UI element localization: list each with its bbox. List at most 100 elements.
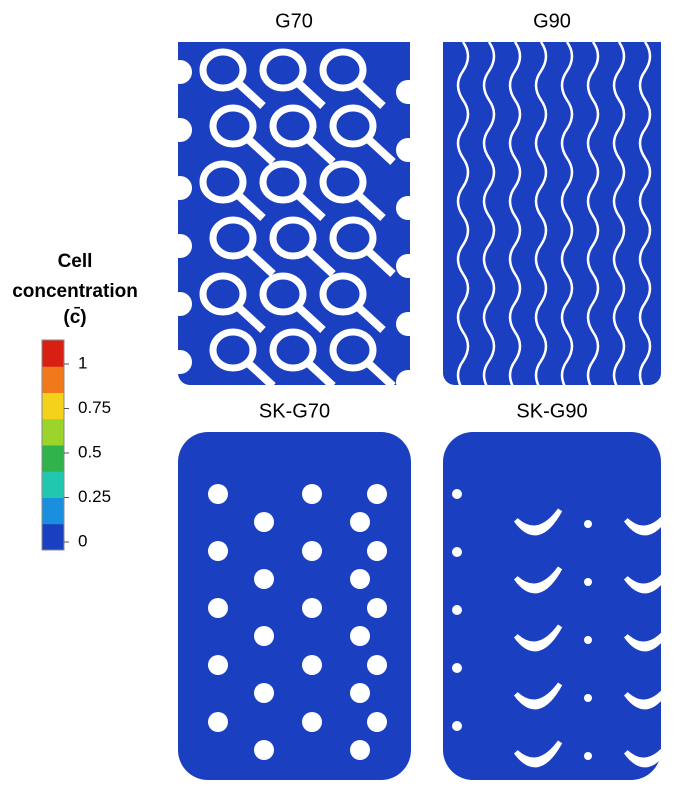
strut	[254, 683, 274, 703]
strut	[304, 247, 336, 277]
strut	[584, 520, 592, 528]
strut	[209, 104, 257, 148]
strut	[234, 191, 266, 221]
strut	[269, 216, 317, 260]
strut	[364, 135, 396, 165]
colorbar-tick-label: 0.5	[78, 442, 102, 461]
strut	[244, 359, 276, 385]
strut	[294, 191, 326, 221]
strut	[244, 135, 276, 165]
colorbar-title: Cell	[58, 251, 93, 272]
strut	[178, 350, 192, 374]
strut	[396, 138, 410, 162]
contour-band	[443, 42, 661, 385]
strut	[302, 712, 322, 732]
strut	[452, 721, 462, 731]
strut	[259, 272, 307, 316]
strut	[482, 42, 496, 385]
strut	[364, 247, 396, 277]
strut	[254, 740, 274, 760]
strut	[254, 512, 274, 532]
strut	[234, 79, 266, 109]
colorbar-tick-label: 1	[78, 353, 87, 372]
strut	[234, 303, 266, 333]
strut	[304, 359, 336, 385]
strut	[208, 484, 228, 504]
strut	[367, 655, 387, 675]
strut	[302, 598, 322, 618]
strut	[623, 632, 661, 652]
panel-title: G70	[275, 10, 313, 32]
strut	[612, 42, 626, 385]
strut	[319, 48, 367, 92]
strut	[354, 303, 386, 333]
strut	[513, 682, 563, 710]
contour-panel	[178, 432, 411, 780]
strut	[452, 605, 462, 615]
strut	[508, 42, 522, 385]
strut	[354, 79, 386, 109]
strut	[350, 512, 370, 532]
strut	[302, 541, 322, 561]
strut	[302, 484, 322, 504]
panel-title: G90	[533, 10, 571, 32]
colorbar-tick-label: 0	[78, 531, 87, 550]
strut	[302, 655, 322, 675]
strut	[199, 272, 247, 316]
strut	[396, 312, 410, 336]
strut	[367, 712, 387, 732]
strut	[452, 547, 462, 557]
strut	[560, 42, 574, 385]
strut	[269, 328, 317, 372]
strut	[396, 370, 410, 385]
strut	[199, 48, 247, 92]
colorbar-segment	[42, 366, 64, 393]
strut	[396, 196, 410, 220]
colorbar-segment	[42, 471, 64, 498]
strut	[319, 272, 367, 316]
colorbar-title: (c̄)	[63, 307, 86, 328]
strut	[364, 359, 396, 385]
contour-panel	[443, 432, 661, 780]
strut	[513, 508, 563, 536]
strut	[329, 104, 377, 148]
strut	[367, 541, 387, 561]
strut	[623, 748, 661, 768]
contour-panel	[443, 42, 661, 385]
strut	[254, 626, 274, 646]
strut	[454, 779, 460, 780]
strut	[354, 191, 386, 221]
strut	[350, 569, 370, 589]
strut	[244, 247, 276, 277]
strut	[178, 292, 192, 316]
strut	[208, 655, 228, 675]
strut	[208, 712, 228, 732]
strut	[513, 740, 563, 768]
colorbar-segment	[42, 392, 64, 420]
contour-band	[178, 42, 410, 385]
strut	[319, 160, 367, 204]
strut	[254, 569, 274, 589]
strut	[367, 484, 387, 504]
strut	[367, 598, 387, 618]
strut	[304, 135, 336, 165]
strut	[623, 690, 661, 710]
contour-panel	[178, 42, 410, 385]
strut	[584, 636, 592, 644]
strut	[396, 80, 410, 104]
colorbar-segment	[42, 445, 64, 472]
strut	[329, 216, 377, 260]
colorbar-tick-label: 0.75	[78, 398, 111, 417]
strut	[178, 234, 192, 258]
strut	[178, 118, 192, 142]
strut	[452, 663, 462, 673]
strut	[452, 489, 462, 499]
colorbar-segment	[42, 497, 64, 525]
panel-title: SK-G90	[516, 400, 587, 422]
strut	[269, 104, 317, 148]
colorbar-segment	[42, 523, 64, 551]
contour-band	[443, 432, 661, 780]
colorbar-frame	[41, 339, 65, 551]
strut	[329, 328, 377, 372]
strut	[208, 598, 228, 618]
